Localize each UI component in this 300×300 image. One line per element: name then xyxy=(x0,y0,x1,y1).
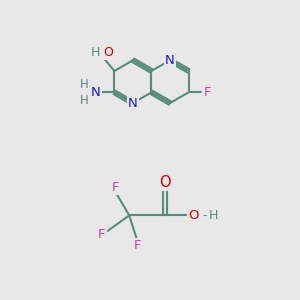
Text: O: O xyxy=(103,46,113,59)
Text: H: H xyxy=(80,94,89,107)
Text: H: H xyxy=(80,78,89,91)
Text: H: H xyxy=(91,46,100,59)
Text: N: N xyxy=(165,54,175,67)
Text: F: F xyxy=(204,86,212,99)
Text: F: F xyxy=(112,181,119,194)
Text: F: F xyxy=(134,238,141,252)
Text: N: N xyxy=(91,86,100,99)
Text: F: F xyxy=(98,228,105,241)
Text: H: H xyxy=(209,209,218,222)
Text: -: - xyxy=(202,209,207,222)
Text: O: O xyxy=(159,175,171,190)
Text: O: O xyxy=(188,209,199,222)
Text: N: N xyxy=(128,97,138,110)
